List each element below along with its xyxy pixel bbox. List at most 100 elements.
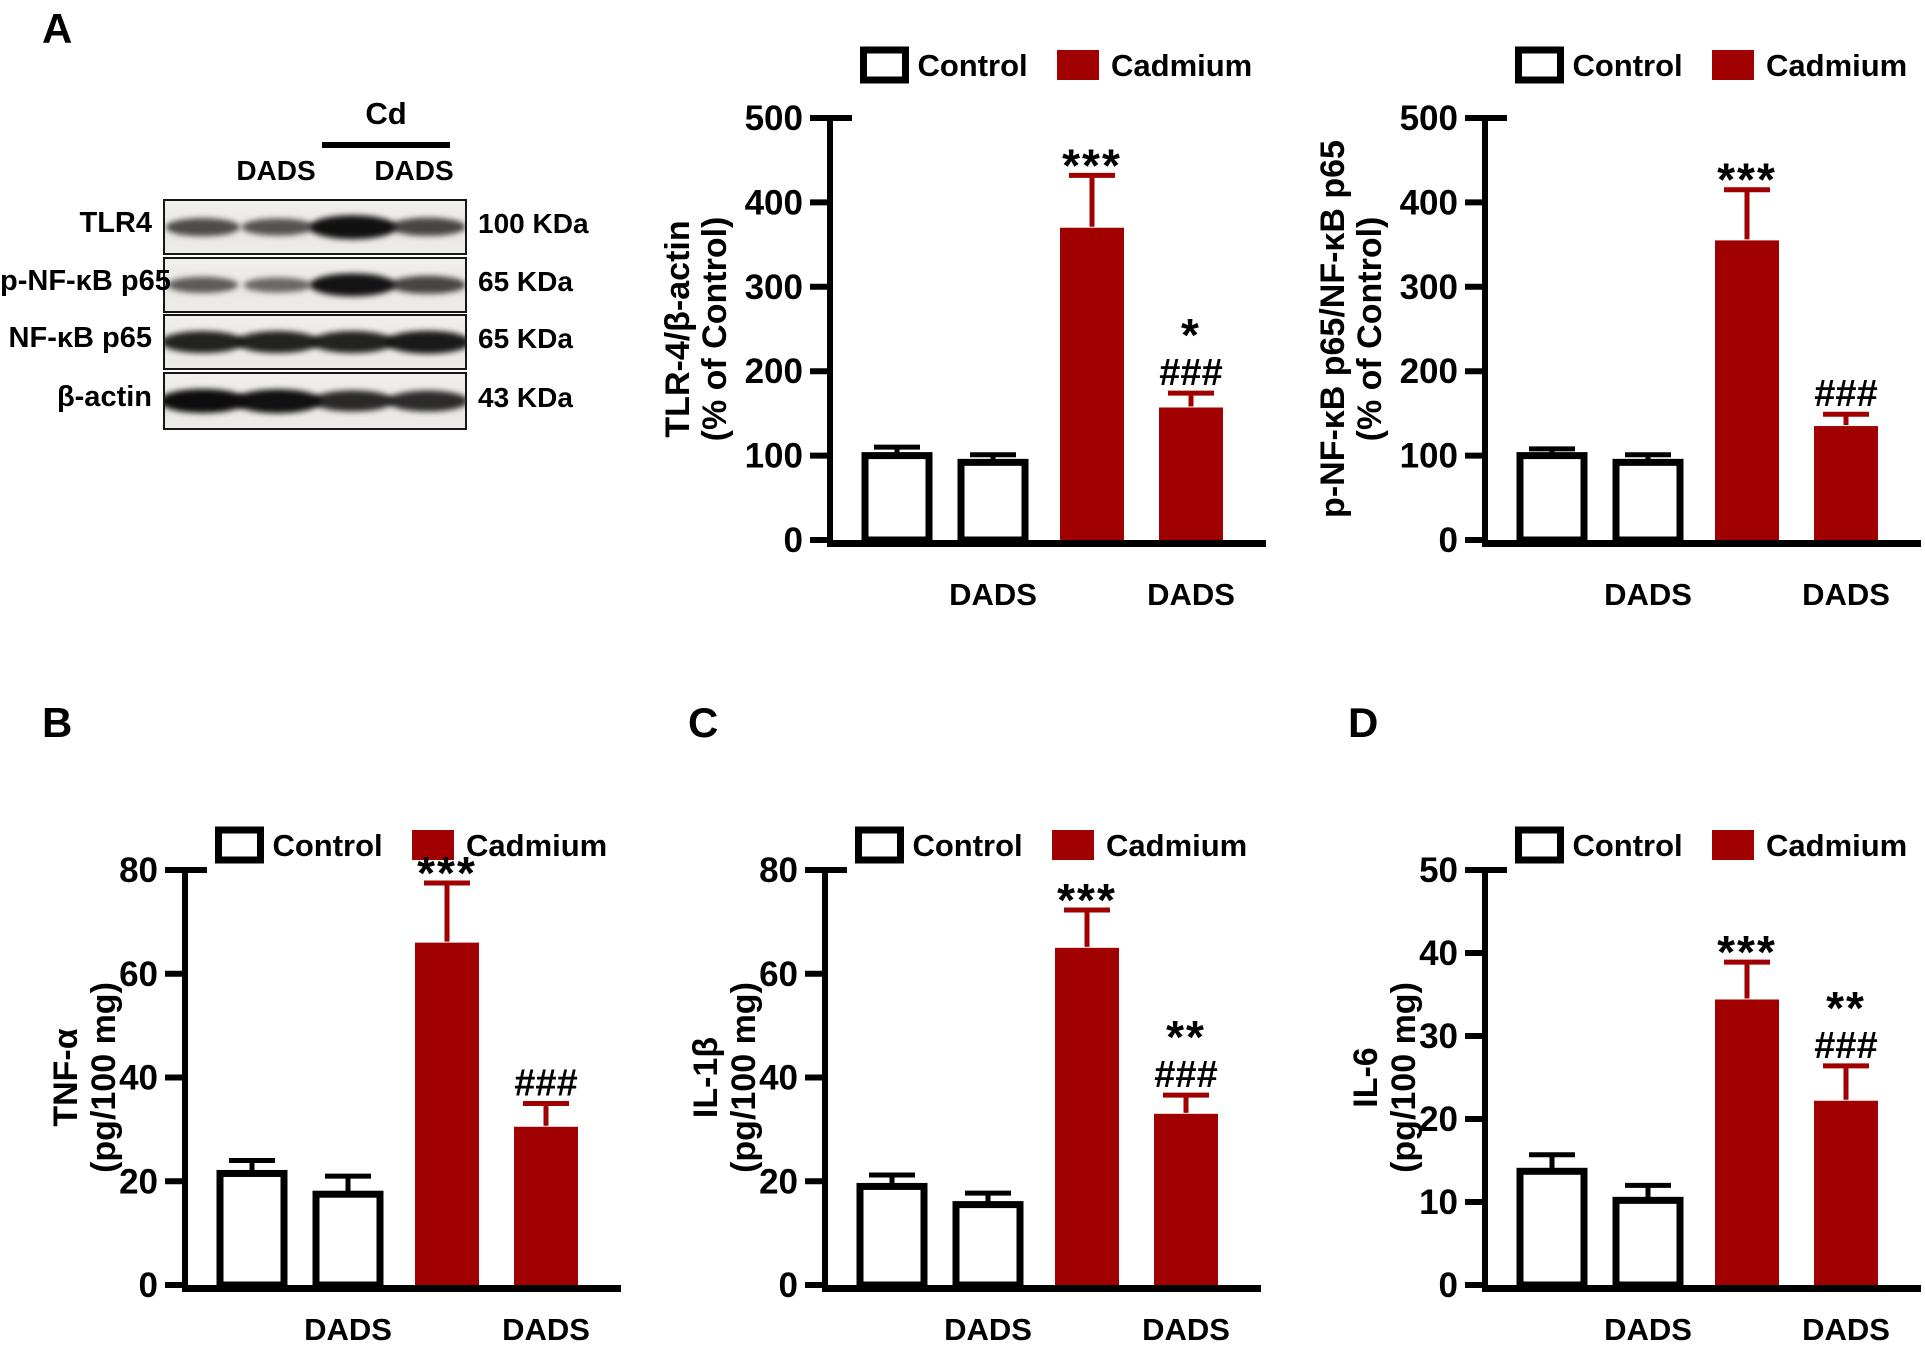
legend-cadmium-swatch [1057, 50, 1099, 80]
legend-control-swatch [1514, 826, 1564, 864]
legend-control-swatch [214, 826, 264, 864]
panel-b-label: B [42, 699, 73, 746]
y-tick-label: 40 [759, 1059, 798, 1098]
y-tick-label: 80 [759, 851, 798, 890]
blot-band [165, 218, 240, 236]
bar-cadmium [1060, 227, 1124, 540]
x-tick-label: DADS [1147, 577, 1235, 612]
x-tick-label: DADS [949, 577, 1037, 612]
y-tick-label: 60 [759, 955, 798, 994]
legend-cadmium-label: Cadmium [1111, 48, 1252, 83]
hash-significance: ### [1154, 1054, 1217, 1096]
bar-cadmium [1715, 240, 1779, 540]
star-significance: *** [1057, 874, 1117, 926]
star-significance: ** [1826, 982, 1866, 1034]
bar-cadmium-dads [1159, 407, 1223, 540]
bar-control [1516, 1167, 1588, 1289]
hash-significance: ### [514, 1062, 577, 1104]
blot-strip [163, 199, 467, 255]
chart-il-1-beta: Control Cadmium *** ###** 0 20 40 60 80 IL-1β (pg/… [687, 826, 1261, 1347]
cd-treatment-label: Cd [365, 96, 407, 131]
protein-label: NF-κB p65 [8, 322, 152, 354]
y-axis-label-line1: TLR-4/β-actin [659, 220, 697, 437]
x-tick-label: DADS [1604, 1312, 1692, 1347]
legend-control-swatch [1514, 46, 1564, 84]
y-tick-label: 50 [1419, 851, 1458, 890]
protein-label: p-NF-κB p65 [0, 265, 171, 297]
y-tick-label: 60 [119, 955, 158, 994]
bar-control [216, 1169, 288, 1289]
legend-cadmium-swatch [412, 830, 454, 860]
bar-control [861, 452, 933, 544]
y-tick-label: 80 [119, 851, 158, 890]
x-tick-label: DADS [502, 1312, 590, 1347]
star-significance: *** [1717, 154, 1777, 206]
kda-label: 100 KDa [478, 208, 589, 239]
x-tick-label: DADS [1142, 1312, 1230, 1347]
bar-control-dads [1612, 1196, 1684, 1289]
chart-tnf-alpha: Control Cadmium*** ### 0 20 40 60 80 TNF-α (pg/10… [47, 826, 621, 1347]
legend-cadmium-swatch [1712, 830, 1754, 860]
legend-cadmium-label: Cadmium [1766, 48, 1907, 83]
y-tick-label: 0 [784, 521, 803, 560]
star-significance: * [1181, 309, 1201, 361]
protein-label: TLR4 [79, 207, 153, 239]
blot-band [310, 331, 395, 353]
bar-control-dads [952, 1201, 1024, 1289]
y-axis-label-line1: IL-6 [1347, 1047, 1385, 1107]
y-tick-label: 10 [1419, 1183, 1458, 1222]
legend-cadmium-label: Cadmium [1106, 828, 1247, 863]
y-tick-label: 100 [745, 437, 803, 476]
blot-band [165, 331, 245, 353]
y-axis-label-line1: IL-1β [687, 1037, 725, 1118]
legend-control-label: Control [1572, 48, 1682, 83]
kda-label: 65 KDa [478, 266, 573, 297]
y-tick-label: 0 [139, 1266, 158, 1305]
y-tick-label: 40 [119, 1059, 158, 1098]
blot-band [235, 331, 320, 353]
y-tick-label: 0 [779, 1266, 798, 1305]
blot-band [241, 218, 314, 236]
y-tick-label: 200 [1400, 352, 1458, 391]
y-tick-label: 0 [1439, 521, 1458, 560]
blot-band [389, 217, 465, 237]
y-tick-label: 0 [1439, 1266, 1458, 1305]
y-tick-label: 20 [119, 1162, 158, 1201]
hash-significance: ### [1814, 1025, 1877, 1067]
y-axis-label-line2: (% of Control) [1351, 217, 1389, 442]
blot-strip [163, 372, 467, 430]
bar-cadmium-dads [1154, 1113, 1218, 1285]
protein-label: β-actin [56, 381, 152, 413]
y-axis-label-line2: (pg/100 mg) [85, 982, 123, 1173]
y-tick-label: 300 [1400, 268, 1458, 307]
blot-strip [163, 257, 467, 313]
bar-cadmium-dads [1814, 426, 1878, 540]
star-significance: *** [417, 847, 477, 899]
y-axis-label-line1: TNF-α [47, 1028, 85, 1126]
legend-control-label: Control [917, 48, 1027, 83]
bar-control-dads [312, 1190, 384, 1289]
cd-underline [322, 142, 450, 148]
lane-group-label: DADS [374, 155, 454, 186]
hash-significance: ### [1814, 373, 1877, 415]
legend-control-swatch [859, 46, 909, 84]
kda-label: 65 KDa [478, 323, 573, 354]
y-axis-label-line1: p-NF-κB p65/NF-κB p65 [1314, 140, 1352, 518]
star-significance: *** [1717, 926, 1777, 978]
legend-control-label: Control [272, 828, 382, 863]
hash-significance: ### [1159, 352, 1222, 394]
bar-cadmium [415, 942, 479, 1285]
legend-control-label: Control [912, 828, 1022, 863]
kda-label: 43 KDa [478, 382, 573, 413]
chart-tlr4-beta-actin: Control Cadmium *** ###* 0 100 200 300 400 500 TLR… [659, 46, 1266, 612]
x-tick-label: DADS [1802, 1312, 1890, 1347]
legend-control-label: Control [1572, 828, 1682, 863]
y-tick-label: 20 [1419, 1100, 1458, 1139]
blot-band [389, 275, 465, 295]
blot-band [309, 273, 396, 297]
bar-cadmium-dads [1814, 1100, 1878, 1285]
blot-band [385, 330, 465, 354]
bar-cadmium [1055, 947, 1119, 1285]
panel-a-label: A [42, 5, 73, 52]
